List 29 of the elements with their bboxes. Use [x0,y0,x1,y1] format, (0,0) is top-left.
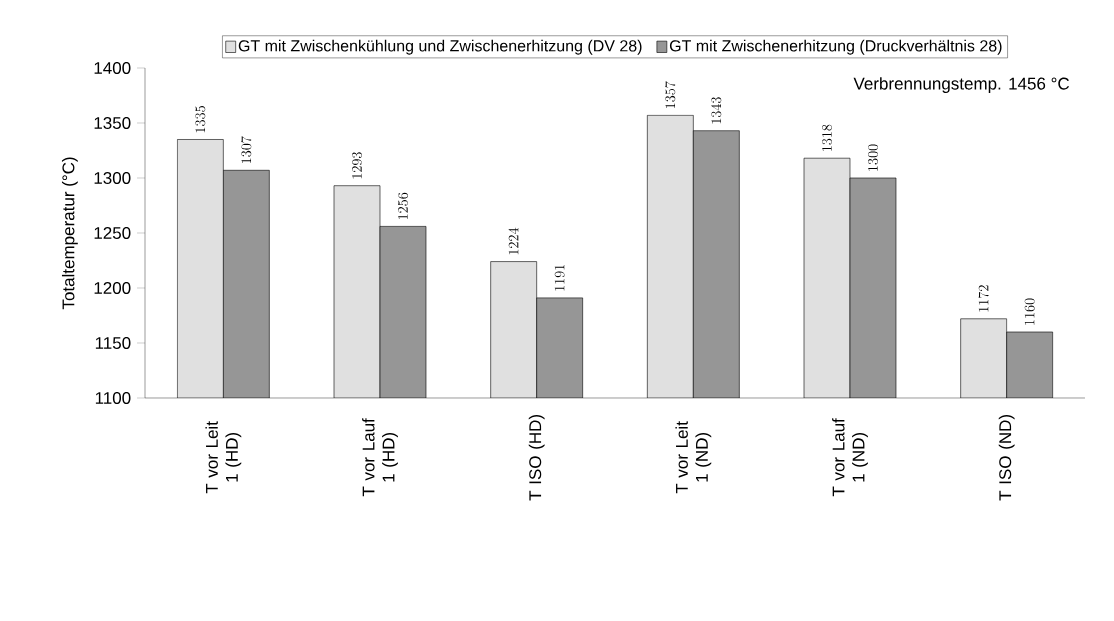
y-axis-title: Totaltemperatur (°C) [61,157,78,310]
y-tick-label: 1300 [94,171,131,185]
y-tick-label: 1200 [94,281,131,295]
data-label: 1307 [241,136,252,164]
x-tick-label: T vor Lauf 1 (HD) [362,418,398,497]
x-tick-label: T vor Leit 1 (HD) [205,421,242,494]
data-label: 1293 [352,152,362,179]
data-label: 1335 [195,106,206,133]
y-tick-label: 1100 [95,391,131,405]
legend-label: GT mit Zwischenerhitzung (Druckverhältnis 28) [669,39,1002,55]
x-tick-label: T ISO (HD) [528,415,545,501]
y-tick-label: 1400 [94,61,131,75]
data-label: 1160 [1024,298,1035,325]
data-label: 1191 [554,264,565,291]
data-label: 1318 [822,124,832,151]
y-tick-label: 1350 [94,116,131,130]
y-tick-label: 1150 [95,336,131,350]
data-label: 1343 [711,97,722,124]
y-tick-label: 1250 [94,226,131,240]
legend-label: GT mit Zwischenkühlung und Zwischenerhitzung (DV 28) [238,39,642,55]
data-label: 1300 [868,144,878,171]
x-tick-label: T vor Lauf 1 (ND) [832,418,868,497]
annotation: Verbrennungstemp. 1456 °C [853,77,1070,94]
data-label: 1224 [508,227,519,255]
x-tick-label: T vor Leit 1 (ND) [675,421,712,494]
data-label: 1256 [398,192,408,220]
x-tick-label: T ISO (ND) [998,415,1015,501]
data-label: 1172 [978,285,989,312]
data-label: 1357 [665,81,676,109]
